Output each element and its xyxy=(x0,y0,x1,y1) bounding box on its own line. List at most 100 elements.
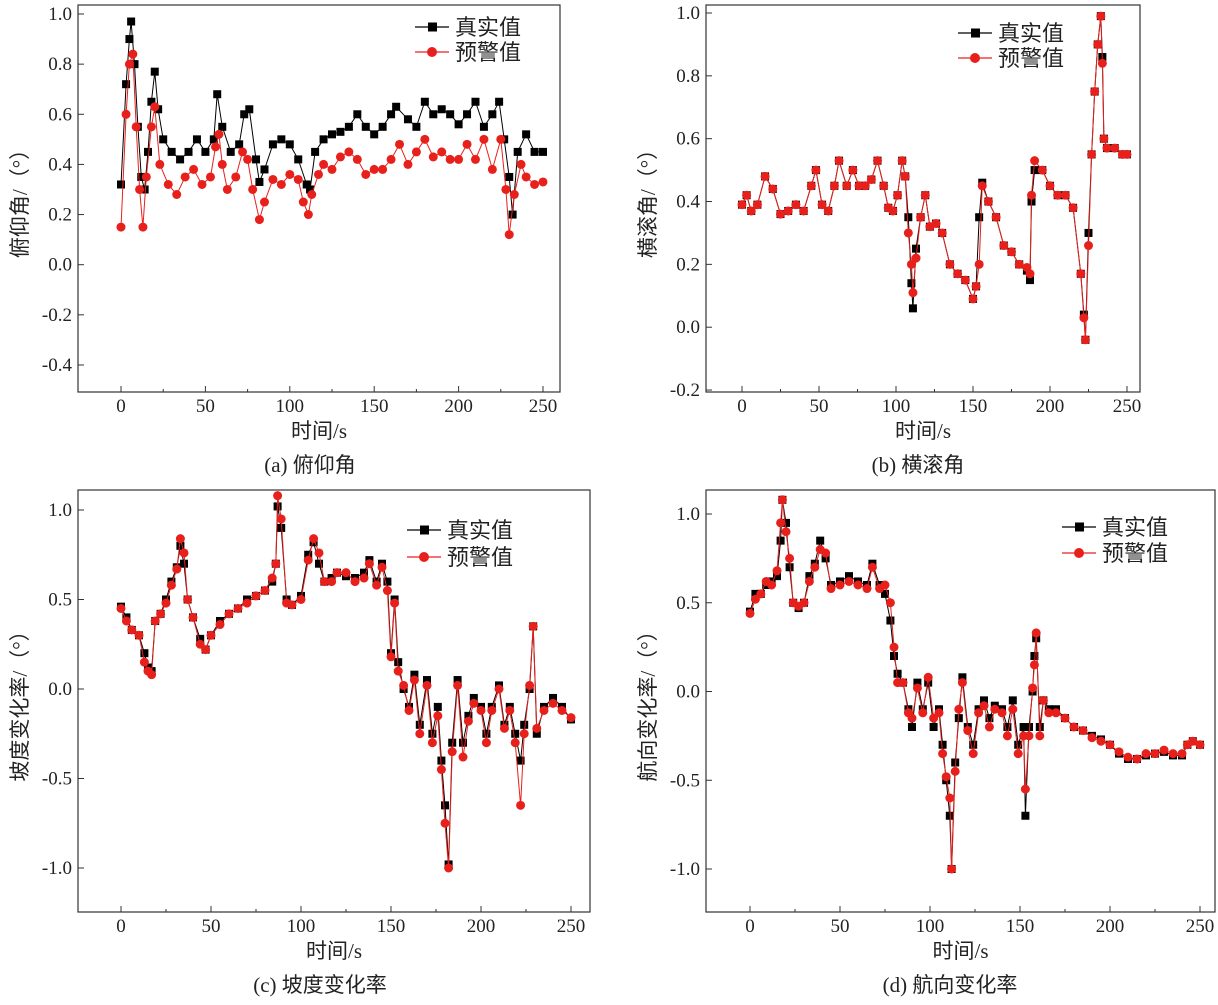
data-point xyxy=(411,147,421,157)
data-point xyxy=(267,573,277,583)
data-point xyxy=(817,200,827,210)
y-tick-label: 0.2 xyxy=(48,205,72,226)
data-point xyxy=(1079,313,1089,323)
data-point xyxy=(848,165,858,175)
chart-panel-b: 0 50 100 150 200 250 -0.2 0.0 0.2 0.4 0.6 0.8 1.0 时间/… xyxy=(636,3,1141,477)
data-point xyxy=(751,589,760,598)
data-point xyxy=(327,164,337,174)
data-point xyxy=(255,177,264,186)
data-point xyxy=(906,259,916,269)
data-point xyxy=(960,275,970,285)
data-point xyxy=(924,678,933,687)
data-point xyxy=(908,288,918,298)
data-point xyxy=(913,678,922,687)
y-tick-label: 1.0 xyxy=(676,504,700,525)
data-point xyxy=(1150,749,1160,759)
data-point xyxy=(785,563,794,572)
data-point xyxy=(903,228,913,238)
data-point xyxy=(1122,149,1132,159)
data-point xyxy=(383,577,392,586)
x-axis-label: 时间/s xyxy=(291,419,347,443)
data-point xyxy=(566,713,576,723)
data-point xyxy=(248,184,258,194)
data-point xyxy=(273,491,283,501)
data-point xyxy=(327,577,337,587)
data-point xyxy=(359,573,369,583)
data-point xyxy=(144,147,153,156)
data-point xyxy=(309,534,319,544)
plot-frame xyxy=(705,489,1216,913)
data-point xyxy=(499,723,509,733)
data-point xyxy=(1097,58,1107,68)
data-point xyxy=(378,164,388,174)
data-point xyxy=(201,147,210,156)
data-point xyxy=(918,708,928,718)
data-point xyxy=(760,171,770,181)
data-point xyxy=(319,159,329,169)
data-point xyxy=(393,666,403,676)
data-point xyxy=(189,164,199,174)
data-point xyxy=(166,580,176,590)
data-point xyxy=(209,135,218,144)
y-tick-label: 0.5 xyxy=(676,593,700,614)
legend-marker xyxy=(428,22,437,32)
data-point xyxy=(161,598,171,608)
data-point xyxy=(179,548,189,558)
data-point xyxy=(1102,143,1112,153)
data-point xyxy=(1068,203,1078,213)
data-point xyxy=(415,720,424,729)
data-point xyxy=(823,206,833,216)
data-point xyxy=(1014,740,1023,749)
data-point xyxy=(482,729,491,738)
data-point xyxy=(156,609,166,619)
data-point xyxy=(938,740,947,749)
data-point xyxy=(277,523,286,532)
data-point xyxy=(1110,143,1120,153)
data-point xyxy=(131,122,141,132)
legend-entry: 预警值 xyxy=(415,40,521,65)
data-point xyxy=(127,17,136,26)
data-point xyxy=(799,206,809,216)
data-point xyxy=(929,723,938,731)
legend-marker xyxy=(419,552,429,562)
data-point xyxy=(437,105,446,114)
data-point xyxy=(854,181,864,191)
data-point xyxy=(1025,276,1034,285)
data-point xyxy=(481,738,491,748)
data-point xyxy=(1025,269,1035,279)
data-point xyxy=(361,122,370,131)
data-point xyxy=(505,705,515,715)
data-point xyxy=(420,134,430,144)
data-point xyxy=(842,181,852,191)
data-point xyxy=(196,634,205,643)
data-point xyxy=(521,172,531,182)
legend-label: 真实值 xyxy=(447,518,513,543)
legend-label: 真实值 xyxy=(998,21,1064,46)
data-point xyxy=(821,554,830,563)
y-tick-label: -0.4 xyxy=(42,355,73,376)
data-point xyxy=(137,172,146,181)
data-point xyxy=(122,80,131,89)
data-point xyxy=(971,281,981,291)
data-point xyxy=(437,756,446,765)
data-point xyxy=(130,60,139,69)
data-point xyxy=(829,181,839,191)
data-point xyxy=(897,156,907,166)
data-point xyxy=(382,586,392,596)
data-point xyxy=(785,553,795,563)
x-tick-label: 250 xyxy=(529,396,558,417)
data-point xyxy=(328,130,336,139)
data-point xyxy=(304,550,313,559)
series-line xyxy=(741,16,1127,340)
data-point xyxy=(387,110,396,119)
data-point xyxy=(1096,11,1106,21)
data-point xyxy=(268,140,277,149)
data-point xyxy=(1024,731,1034,741)
y-tick-label: 1.0 xyxy=(48,4,72,25)
data-point xyxy=(469,693,478,702)
y-tick-label: 0.8 xyxy=(48,54,72,75)
data-point xyxy=(197,179,207,189)
data-point xyxy=(268,174,278,184)
data-point xyxy=(172,564,182,574)
data-point xyxy=(180,559,188,568)
